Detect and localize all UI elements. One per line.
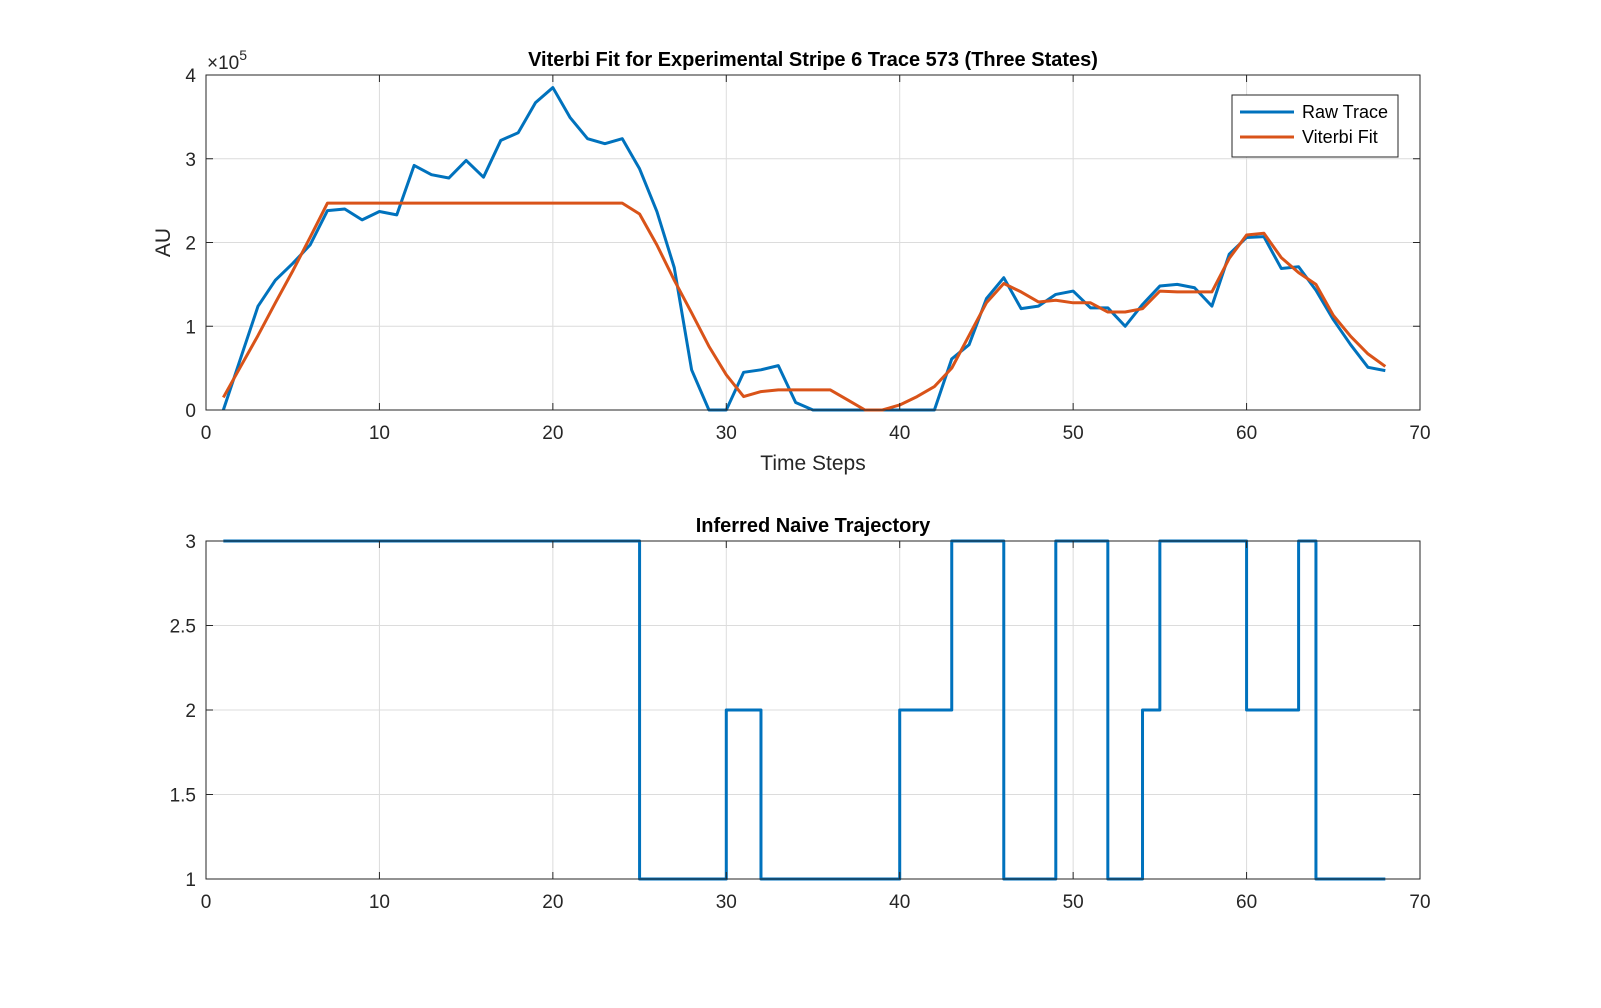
y-tick-label: 1	[185, 317, 196, 338]
x-axis-label: Time Steps	[760, 452, 865, 475]
legend: Raw Trace Viterbi Fit	[1231, 94, 1399, 158]
x-tick-label: 70	[1409, 423, 1430, 444]
y-exponent-label: ×105	[207, 47, 247, 74]
series-line-raw-trace	[221, 86, 1386, 412]
x-tick-label: 0	[201, 892, 212, 913]
x-tick-label: 60	[1236, 423, 1257, 444]
chart-title: Viterbi Fit for Experimental Stripe 6 Tr…	[528, 49, 1098, 71]
x-tick-label: 60	[1236, 892, 1257, 913]
x-tick-label: 50	[1063, 892, 1084, 913]
legend-label: Raw Trace	[1302, 102, 1388, 122]
x-tick-label: 70	[1409, 892, 1430, 913]
x-tick-label: 40	[889, 892, 910, 913]
bottom-plot: 0 10 20 30 40 50 60 70 1 1.5 2 2.5 3 Inferred Naive T…	[170, 515, 1431, 913]
x-tick-label: 20	[542, 892, 563, 913]
y-tick-label: 1.5	[170, 786, 196, 807]
legend-box	[1231, 94, 1399, 158]
y-tick-label: 2	[185, 234, 196, 255]
x-tick-label: 40	[889, 423, 910, 444]
chart-title: Inferred Naive Trajectory	[696, 515, 931, 537]
x-tick-label: 20	[542, 423, 563, 444]
y-axis-label: AU	[152, 228, 175, 257]
y-tick-label: 3	[185, 150, 196, 171]
series-line-viterbi-fit	[222, 201, 1387, 412]
y-tick-label: 3	[185, 532, 196, 553]
y-tick-label: 4	[185, 66, 196, 87]
legend-label: Viterbi Fit	[1302, 127, 1378, 147]
y-tick-label: 2.5	[170, 617, 196, 638]
x-tick-label: 10	[369, 892, 390, 913]
x-tick-label: 30	[716, 892, 737, 913]
y-tick-label: 2	[185, 701, 196, 722]
y-tick-label: 0	[185, 401, 196, 422]
y-tick-label: 1	[185, 870, 196, 891]
x-tick-label: 50	[1063, 423, 1084, 444]
x-tick-label: 10	[369, 423, 390, 444]
top-plot: 0 10 20 30 40 50 60 70 0 1 2 3 4 Viterbi Fit for Expe…	[152, 47, 1431, 475]
y-exponent-power: 5	[239, 47, 247, 63]
x-tick-label: 0	[201, 423, 212, 444]
x-tick-label: 30	[716, 423, 737, 444]
